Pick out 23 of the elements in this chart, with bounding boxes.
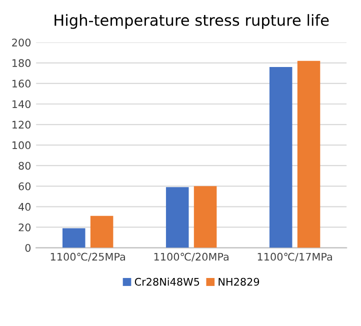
x-tick-label: 1100℃/20MPa <box>154 252 228 262</box>
legend-label: Cr28Ni48W5 <box>134 278 200 286</box>
bar <box>90 216 114 248</box>
y-tick-label: 100 <box>12 141 31 150</box>
y-tick-label: 140 <box>12 100 31 108</box>
y-tick-label: 200 <box>12 38 31 46</box>
y-tick-label: 20 <box>18 223 31 232</box>
y-tick-label: 180 <box>12 59 31 68</box>
chart-title: High-temperature stress rupture life <box>54 14 329 29</box>
x-tick-label: 1100℃/17MPa <box>258 252 332 262</box>
y-tick-label: 80 <box>18 162 31 170</box>
bar <box>297 60 320 248</box>
bar <box>166 187 189 248</box>
y-tick-label: 60 <box>18 182 31 190</box>
x-tick-label: 1100℃/25MPa <box>50 252 125 262</box>
y-tick-label: 40 <box>18 202 31 211</box>
legend-label: NH2829 <box>218 278 260 286</box>
bar <box>269 67 292 248</box>
y-tick-label: 120 <box>12 120 31 129</box>
y-tick-label: 160 <box>12 80 31 88</box>
y-tick-label: 0 <box>25 244 31 252</box>
bar <box>62 228 86 248</box>
bar <box>194 186 217 248</box>
